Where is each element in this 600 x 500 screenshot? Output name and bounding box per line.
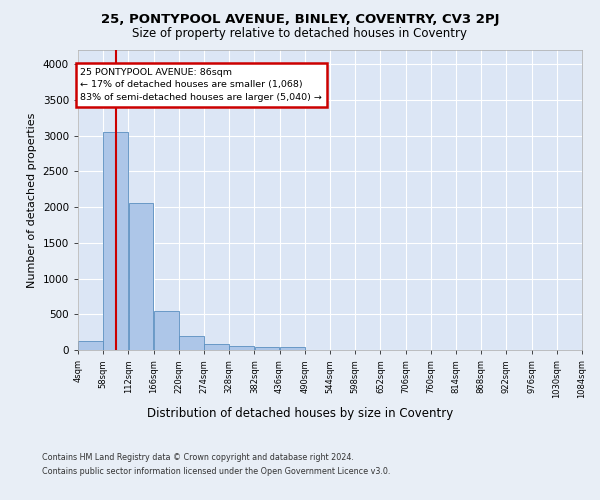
Bar — [154, 310, 179, 350]
Bar — [204, 344, 229, 350]
Bar — [128, 203, 154, 350]
Text: 25, PONTYPOOL AVENUE, BINLEY, COVENTRY, CV3 2PJ: 25, PONTYPOOL AVENUE, BINLEY, COVENTRY, … — [101, 12, 499, 26]
Y-axis label: Number of detached properties: Number of detached properties — [27, 112, 37, 288]
Text: Size of property relative to detached houses in Coventry: Size of property relative to detached ho… — [133, 28, 467, 40]
Bar — [229, 346, 254, 350]
Bar — [103, 132, 128, 350]
Bar — [78, 340, 103, 350]
Text: Contains HM Land Registry data © Crown copyright and database right 2024.: Contains HM Land Registry data © Crown c… — [42, 454, 354, 462]
Bar — [179, 336, 204, 350]
Bar — [254, 347, 280, 350]
Bar — [280, 347, 305, 350]
Text: Distribution of detached houses by size in Coventry: Distribution of detached houses by size … — [147, 408, 453, 420]
Text: 25 PONTYPOOL AVENUE: 86sqm
← 17% of detached houses are smaller (1,068)
83% of s: 25 PONTYPOOL AVENUE: 86sqm ← 17% of deta… — [80, 68, 322, 102]
Text: Contains public sector information licensed under the Open Government Licence v3: Contains public sector information licen… — [42, 467, 391, 476]
